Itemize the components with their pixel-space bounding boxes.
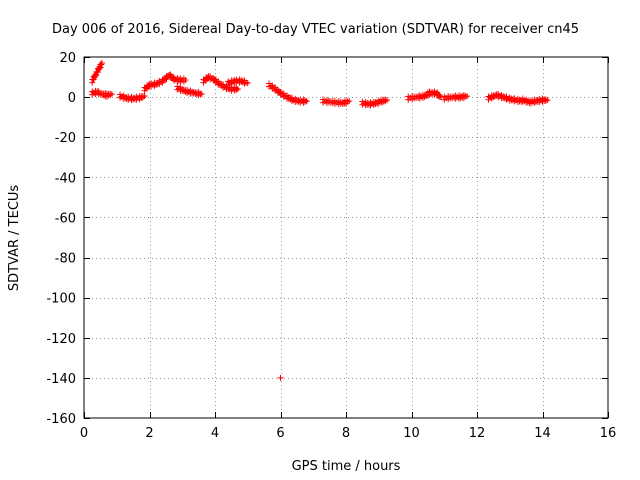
x-tick-label: 4 <box>211 426 219 441</box>
data-point <box>89 79 96 86</box>
x-tick-label: 10 <box>403 426 420 441</box>
y-tick-label: 20 <box>59 51 76 66</box>
x-tick-label: 12 <box>469 426 486 441</box>
y-tick-label: 0 <box>68 91 76 106</box>
data-point <box>234 86 241 93</box>
y-tick-label: -160 <box>46 412 76 427</box>
data-point <box>346 98 353 105</box>
data-point <box>108 91 115 98</box>
chart-title: Day 006 of 2016, Sidereal Day-to-day VTE… <box>52 22 579 37</box>
x-axis-label: GPS time / hours <box>292 459 401 474</box>
y-tick-label: -140 <box>46 372 76 387</box>
grid <box>84 57 608 418</box>
y-tick-label: -60 <box>55 211 76 226</box>
data-point <box>214 79 221 86</box>
x-tick-label: 14 <box>534 426 551 441</box>
data-point <box>544 97 551 104</box>
y-tick-label: -40 <box>55 171 76 186</box>
data-points <box>89 60 551 381</box>
x-tick-label: 16 <box>600 426 617 441</box>
data-point <box>93 72 100 79</box>
data-point <box>141 93 148 100</box>
y-tick-label: -20 <box>55 131 76 146</box>
x-tick-label: 6 <box>276 426 284 441</box>
data-point <box>244 80 251 87</box>
data-point <box>273 87 280 94</box>
data-point <box>464 93 471 100</box>
data-point <box>437 94 444 101</box>
x-tick-label: 0 <box>80 426 88 441</box>
y-tick-label: -100 <box>46 292 76 307</box>
x-tick-label: 2 <box>145 426 153 441</box>
data-point <box>182 77 189 84</box>
data-point <box>303 98 310 105</box>
data-point <box>383 97 390 104</box>
data-point <box>198 91 205 98</box>
data-point <box>97 64 104 71</box>
x-tick-label: 8 <box>342 426 350 441</box>
y-tick-label: -80 <box>55 252 76 267</box>
y-tick-label: -120 <box>46 332 76 347</box>
data-point <box>163 76 170 83</box>
axis-ticks: 0 2 4 6 8 10 12 14 16 -160 -140 -120 -100 -80 -60 -40 -2… <box>46 51 616 441</box>
data-point <box>277 374 284 381</box>
data-point <box>99 60 106 67</box>
y-axis-label: SDTVAR / TECUs <box>7 185 22 292</box>
